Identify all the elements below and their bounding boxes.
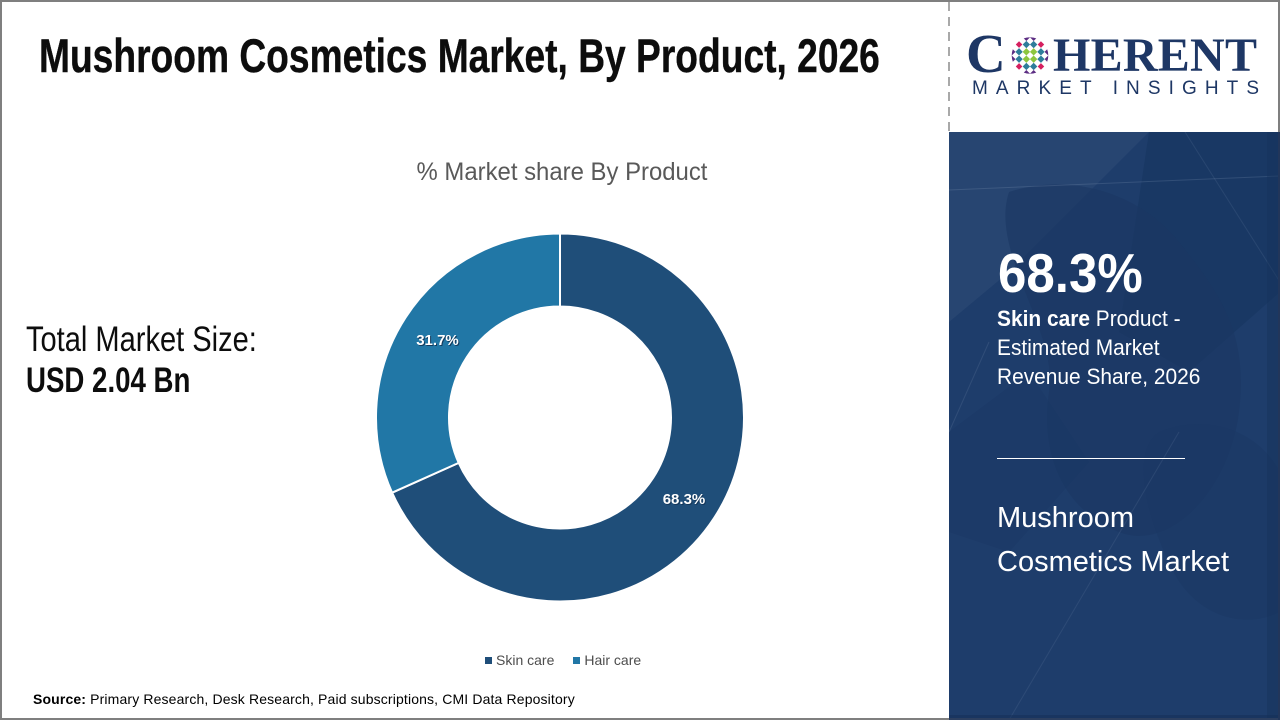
svg-text:68.3%: 68.3% bbox=[663, 491, 706, 508]
svg-text:HERENT: HERENT bbox=[1053, 29, 1257, 82]
svg-text:C: C bbox=[966, 23, 1006, 84]
svg-text:MARKET INSIGHTS: MARKET INSIGHTS bbox=[972, 78, 1259, 99]
svg-text:31.7%: 31.7% bbox=[416, 332, 459, 349]
